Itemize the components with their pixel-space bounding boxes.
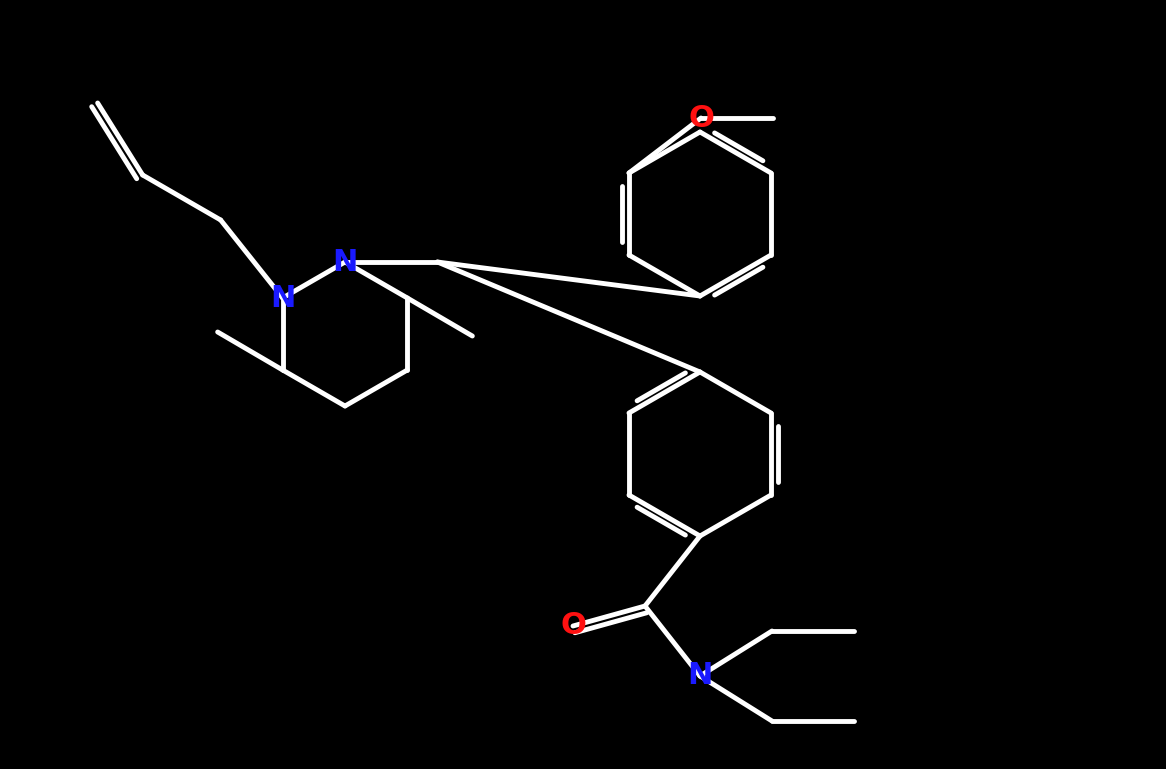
Text: O: O [560, 611, 586, 641]
Text: N: N [332, 248, 358, 277]
Text: N: N [687, 661, 712, 691]
Text: O: O [688, 104, 714, 132]
Text: N: N [271, 284, 295, 312]
